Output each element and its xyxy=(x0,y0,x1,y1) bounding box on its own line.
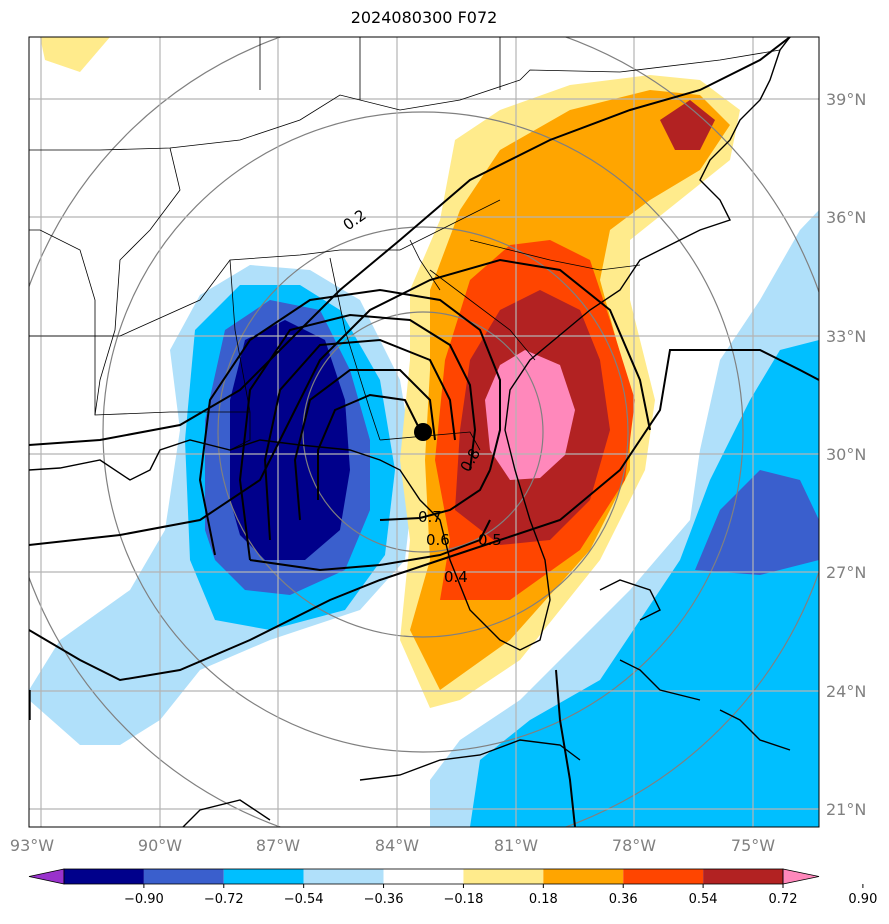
colorbar-tick-label: −0.90 xyxy=(124,892,164,907)
map-plot-area: 0.2 0.4 0.5 0.6 0.7 0.8 xyxy=(29,37,819,827)
colorbar-tick-label: −0.36 xyxy=(364,892,404,907)
borders xyxy=(29,37,781,451)
lon-tick: 90°W xyxy=(138,836,182,855)
lat-tick: 27°N xyxy=(826,563,866,582)
lat-tick: 36°N xyxy=(826,208,866,227)
lat-tick: 39°N xyxy=(826,90,866,109)
colorbar-frame xyxy=(63,868,784,885)
lon-tick: 81°W xyxy=(494,836,538,855)
lon-axis: 93°W 90°W 87°W 84°W 81°W 78°W 75°W xyxy=(10,836,775,855)
colorbar-segment xyxy=(463,869,544,884)
map-title: 2024080300 F072 xyxy=(350,8,498,27)
colorbar-segment xyxy=(223,869,304,884)
contour-label: 0.5 xyxy=(478,531,502,549)
lat-tick: 33°N xyxy=(826,327,866,346)
colorbar-segment xyxy=(303,869,384,884)
negative-shading xyxy=(29,37,819,827)
range-rings xyxy=(29,37,819,827)
lat-tick: 30°N xyxy=(826,445,866,464)
colorbar-tick-label: 0.36 xyxy=(609,892,638,907)
storm-center-marker xyxy=(414,423,432,441)
contour-label: 0.4 xyxy=(444,568,468,586)
colorbar-segment xyxy=(703,869,783,884)
colorbar-segment xyxy=(143,869,224,884)
lon-tick: 78°W xyxy=(612,836,656,855)
contour-label: 0.7 xyxy=(418,508,442,526)
colorbar-tick-label: −0.18 xyxy=(444,892,484,907)
colorbar-segment xyxy=(64,869,144,884)
anomaly-contours xyxy=(29,37,819,827)
map-frame xyxy=(28,36,820,828)
lat-axis: 39°N 36°N 33°N 30°N 27°N 24°N 21°N xyxy=(826,90,866,819)
colorbar-tick-label: 0.72 xyxy=(769,892,798,907)
colorbar-segment xyxy=(543,869,624,884)
lon-tick: 75°W xyxy=(731,836,775,855)
colorbar: −0.90 −0.72 −0.54 −0.36 −0.18 0.18 0.36 0.54 0.7… xyxy=(28,868,877,907)
contour-label: 0.6 xyxy=(426,531,450,549)
lon-tick: 84°W xyxy=(375,836,419,855)
coastline xyxy=(29,37,791,827)
lon-tick: 93°W xyxy=(10,836,54,855)
colorbar-segment xyxy=(623,869,704,884)
lat-tick: 24°N xyxy=(826,682,866,701)
colorbar-tick-label: −0.54 xyxy=(284,892,324,907)
lon-tick: 87°W xyxy=(256,836,300,855)
colorbar-tick-label: 0.90 xyxy=(848,892,877,907)
lat-tick: 21°N xyxy=(826,800,866,819)
colorbar-extend-low xyxy=(28,868,65,885)
positive-shading xyxy=(400,75,740,708)
colorbar-segment xyxy=(383,869,464,884)
colorbar-tick-label: −0.72 xyxy=(204,892,244,907)
graticule xyxy=(29,37,819,827)
colorbar-extend-high xyxy=(782,868,820,885)
colorbar-tick-label: 0.18 xyxy=(529,892,558,907)
colorbar-tick-label: 0.54 xyxy=(689,892,718,907)
